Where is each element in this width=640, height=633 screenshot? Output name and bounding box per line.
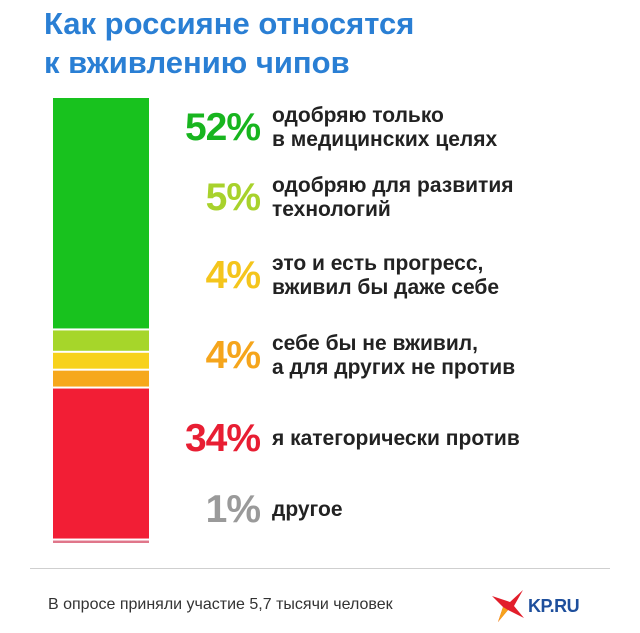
percent-label-6: 1% [205, 488, 261, 531]
legend-row-5: 34% я категорически против [160, 409, 520, 469]
category-label-5: я категорически против [272, 427, 520, 450]
percent-label-2: 5% [205, 176, 261, 219]
percent-label-3: 4% [205, 254, 261, 297]
bar-segment-3 [53, 352, 149, 369]
bar-segment-2 [53, 330, 149, 351]
footer-divider [30, 568, 610, 569]
category-label-4: себе бы не вживил, а для других не проти… [272, 332, 516, 379]
survey-note: В опросе приняли участие 5,7 тысячи чело… [48, 596, 393, 613]
chart-title-line-1: Как россияне относятся [44, 6, 415, 41]
kp-logo-text: KP.RU [528, 595, 580, 616]
percent-label-5: 34% [184, 417, 261, 460]
legend-row-1: 52% одобряю только в медицинских целях [160, 98, 497, 158]
legend-row-3: 4% это и есть прогресс, вживил бы даже се… [160, 246, 499, 306]
category-label-2: одобряю для развития технологий [272, 174, 514, 221]
legend-row-4: 4% себе бы не вживил, а для других не про… [160, 326, 516, 386]
chart-title-line-2: к вживлению чипов [44, 45, 350, 80]
category-label-6: другое [272, 498, 343, 521]
bar-segment-4 [53, 370, 149, 387]
category-label-3: это и есть прогресс, вживил бы даже себе [272, 252, 500, 299]
category-label-1: одобряю только в медицинских целях [272, 104, 498, 151]
legend-row-6: 1% другое [160, 480, 343, 540]
chart-title: Как россияне относятся к вживлению чипов [44, 4, 414, 82]
percent-label-4: 4% [205, 334, 261, 377]
percent-label-1: 52% [184, 106, 261, 149]
bar-segment-5 [53, 388, 149, 539]
bar-segment-6 [53, 540, 149, 543]
kp-logo: KP.RU [490, 588, 580, 624]
kp-star-icon [492, 590, 524, 622]
legend-row-2: 5% одобряю для развития технологий [160, 168, 514, 228]
bar-segment-1 [53, 98, 149, 329]
